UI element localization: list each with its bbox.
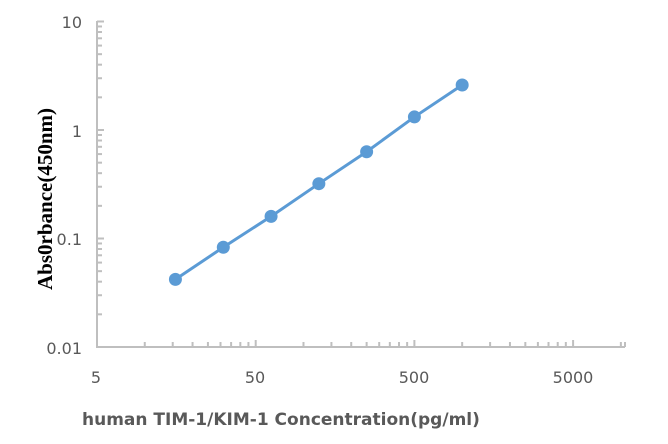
data-point — [360, 145, 374, 159]
data-point — [312, 177, 326, 191]
data-point — [216, 240, 230, 254]
y-axis-title: Abs0rbance(450nm) — [33, 108, 57, 290]
y-tick-label-0.01: 0.01 — [46, 339, 82, 358]
axes — [96, 21, 625, 348]
x-tick-label-50: 50 — [245, 368, 265, 387]
data-point — [264, 209, 278, 223]
y-tick-label-1: 1 — [72, 122, 82, 141]
x-axis-title: human TIM-1/KIM-1 Concentration(pg/ml) — [82, 410, 480, 430]
x-axis-ticks — [143, 340, 626, 347]
y-axis-ticks — [97, 20, 104, 316]
data-point — [168, 272, 182, 286]
data-point — [407, 110, 421, 124]
y-tick-label-10: 10 — [62, 13, 82, 32]
data-series — [168, 78, 469, 286]
x-tick-label-5000: 5000 — [553, 368, 594, 387]
y-tick-label-0.1: 0.1 — [57, 230, 82, 249]
data-point — [455, 78, 469, 92]
x-tick-label-500: 500 — [399, 368, 430, 387]
x-tick-label-5: 5 — [91, 368, 101, 387]
